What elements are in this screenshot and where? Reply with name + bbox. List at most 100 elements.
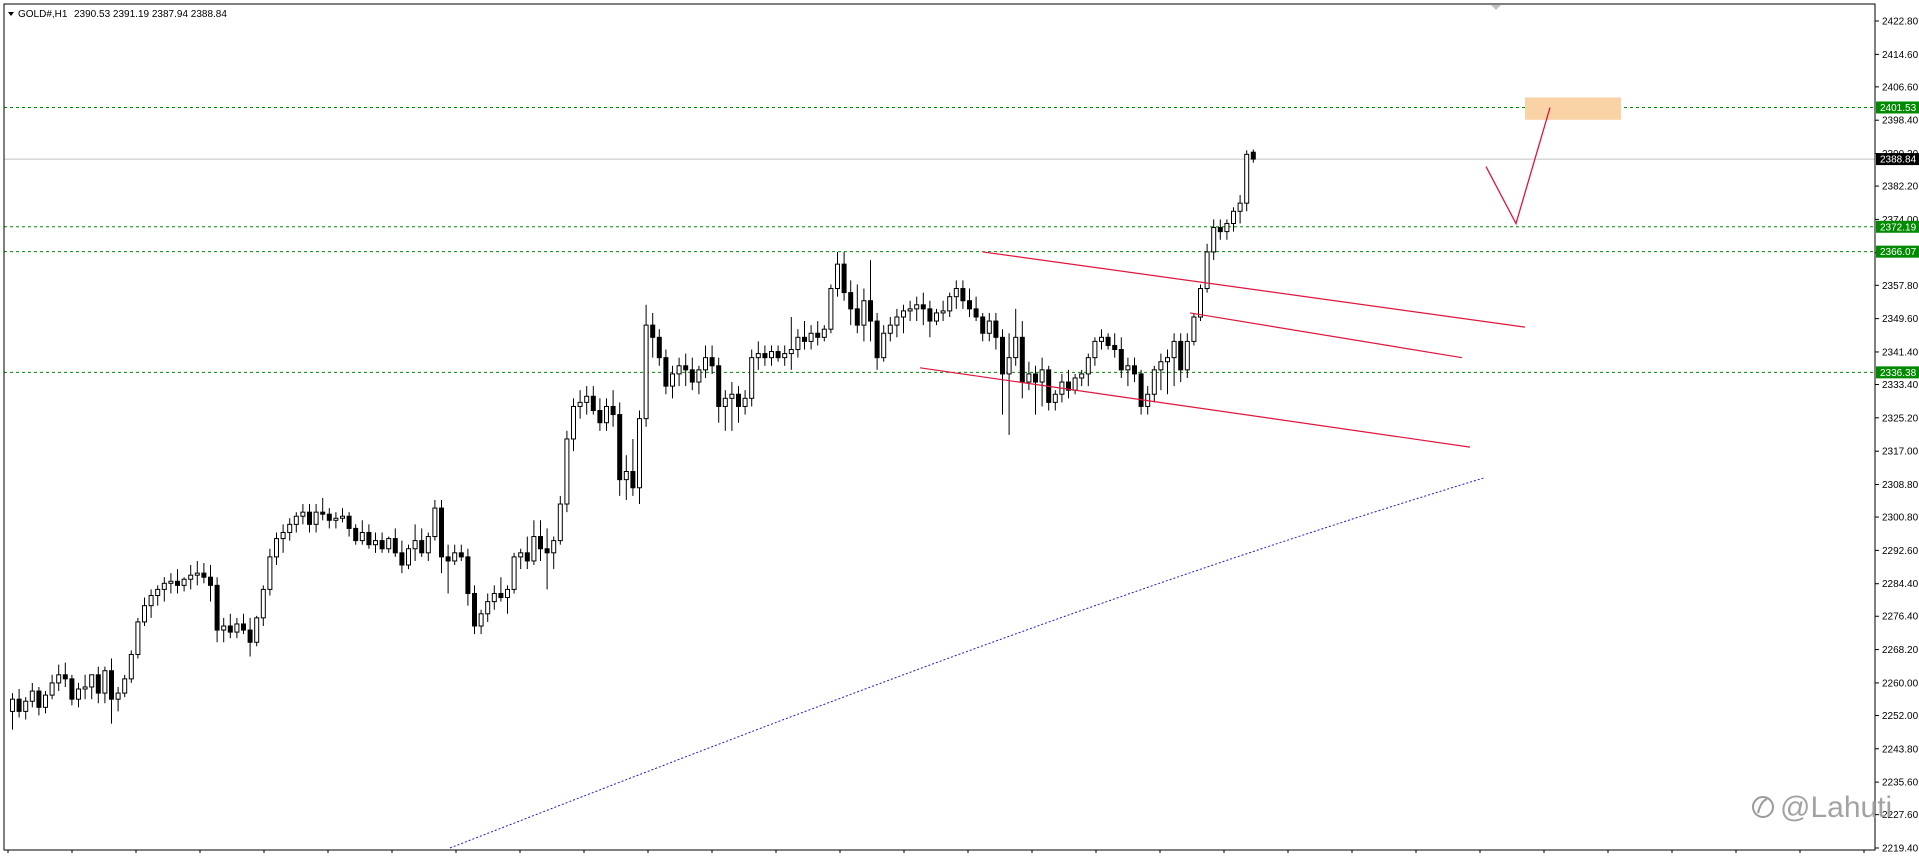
- target-zone[interactable]: [1525, 97, 1621, 120]
- candle[interactable]: [564, 430, 570, 513]
- candle[interactable]: [1052, 390, 1058, 411]
- candle[interactable]: [419, 528, 425, 557]
- candle[interactable]: [1118, 337, 1124, 378]
- candle[interactable]: [663, 349, 669, 395]
- candle[interactable]: [353, 524, 359, 545]
- candle[interactable]: [234, 617, 240, 639]
- candle[interactable]: [340, 508, 345, 523]
- candle[interactable]: [439, 499, 444, 574]
- candle[interactable]: [894, 308, 900, 338]
- candle[interactable]: [940, 300, 946, 322]
- candle[interactable]: [597, 398, 603, 431]
- candle[interactable]: [1171, 333, 1177, 387]
- candle[interactable]: [89, 674, 95, 700]
- candle[interactable]: [254, 615, 260, 647]
- candle[interactable]: [194, 560, 200, 586]
- candle[interactable]: [1125, 357, 1131, 387]
- candle[interactable]: [670, 365, 675, 399]
- candle[interactable]: [392, 528, 398, 557]
- candle[interactable]: [452, 544, 458, 566]
- candle[interactable]: [1092, 337, 1098, 366]
- candle[interactable]: [274, 532, 279, 566]
- candle[interactable]: [511, 552, 517, 594]
- candle[interactable]: [683, 353, 689, 387]
- candle[interactable]: [498, 577, 504, 602]
- candle[interactable]: [835, 251, 840, 297]
- candle[interactable]: [630, 438, 636, 496]
- candle[interactable]: [227, 613, 233, 639]
- candle[interactable]: [643, 304, 649, 427]
- candle[interactable]: [287, 518, 293, 541]
- candle[interactable]: [432, 499, 438, 541]
- candle[interactable]: [485, 593, 491, 622]
- channel-line-2[interactable]: [1189, 312, 1463, 359]
- candle[interactable]: [412, 524, 418, 561]
- candle[interactable]: [247, 617, 253, 657]
- candle[interactable]: [293, 512, 299, 533]
- candle[interactable]: [29, 682, 35, 708]
- candle[interactable]: [1191, 312, 1197, 346]
- candle[interactable]: [399, 540, 405, 574]
- candle[interactable]: [887, 316, 893, 342]
- candle[interactable]: [749, 349, 755, 407]
- candle[interactable]: [610, 390, 616, 427]
- candle[interactable]: [1079, 369, 1085, 387]
- candle[interactable]: [1231, 207, 1236, 232]
- moving-average-line[interactable]: [449, 477, 1486, 849]
- chart-shift-icon[interactable]: [1491, 5, 1501, 10]
- candle[interactable]: [122, 674, 128, 698]
- candle[interactable]: [617, 402, 623, 496]
- candle[interactable]: [56, 664, 62, 692]
- candle[interactable]: [128, 650, 134, 683]
- candle[interactable]: [16, 689, 22, 718]
- candle[interactable]: [577, 390, 583, 419]
- candle[interactable]: [505, 585, 510, 614]
- candle[interactable]: [1178, 333, 1184, 383]
- candle[interactable]: [241, 613, 246, 635]
- candle[interactable]: [465, 548, 471, 606]
- candle[interactable]: [359, 520, 365, 545]
- candle[interactable]: [208, 565, 213, 602]
- candle[interactable]: [1000, 329, 1005, 415]
- candle[interactable]: [491, 585, 497, 610]
- candle[interactable]: [1217, 219, 1223, 240]
- candle[interactable]: [1132, 357, 1137, 383]
- candle[interactable]: [782, 345, 788, 366]
- candle[interactable]: [828, 284, 834, 334]
- candle[interactable]: [973, 296, 979, 322]
- candle[interactable]: [742, 390, 748, 415]
- candle[interactable]: [993, 312, 999, 350]
- candle[interactable]: [95, 666, 101, 704]
- candle[interactable]: [762, 345, 768, 366]
- candle[interactable]: [571, 398, 576, 452]
- candle[interactable]: [221, 617, 227, 643]
- candle[interactable]: [854, 284, 860, 334]
- candle[interactable]: [1224, 219, 1230, 240]
- candle[interactable]: [69, 674, 75, 706]
- candle[interactable]: [260, 585, 266, 627]
- candle[interactable]: [23, 697, 29, 720]
- candle[interactable]: [148, 589, 154, 618]
- candle[interactable]: [188, 565, 194, 590]
- candle[interactable]: [584, 386, 590, 415]
- candle[interactable]: [201, 562, 207, 584]
- candle[interactable]: [1066, 369, 1071, 399]
- candle[interactable]: [868, 260, 873, 342]
- candle[interactable]: [848, 280, 854, 326]
- candle[interactable]: [623, 455, 629, 500]
- candle[interactable]: [722, 390, 728, 431]
- candle[interactable]: [914, 296, 920, 322]
- candle[interactable]: [379, 532, 385, 553]
- candle[interactable]: [775, 345, 781, 362]
- candle[interactable]: [729, 382, 735, 431]
- candle[interactable]: [531, 520, 537, 566]
- forecast-path[interactable]: [1485, 107, 1551, 226]
- candle[interactable]: [980, 312, 986, 342]
- candle[interactable]: [769, 345, 774, 366]
- candle[interactable]: [755, 341, 761, 370]
- candle[interactable]: [478, 609, 484, 635]
- candle[interactable]: [333, 512, 339, 529]
- candle[interactable]: [300, 504, 306, 525]
- candle[interactable]: [861, 288, 867, 342]
